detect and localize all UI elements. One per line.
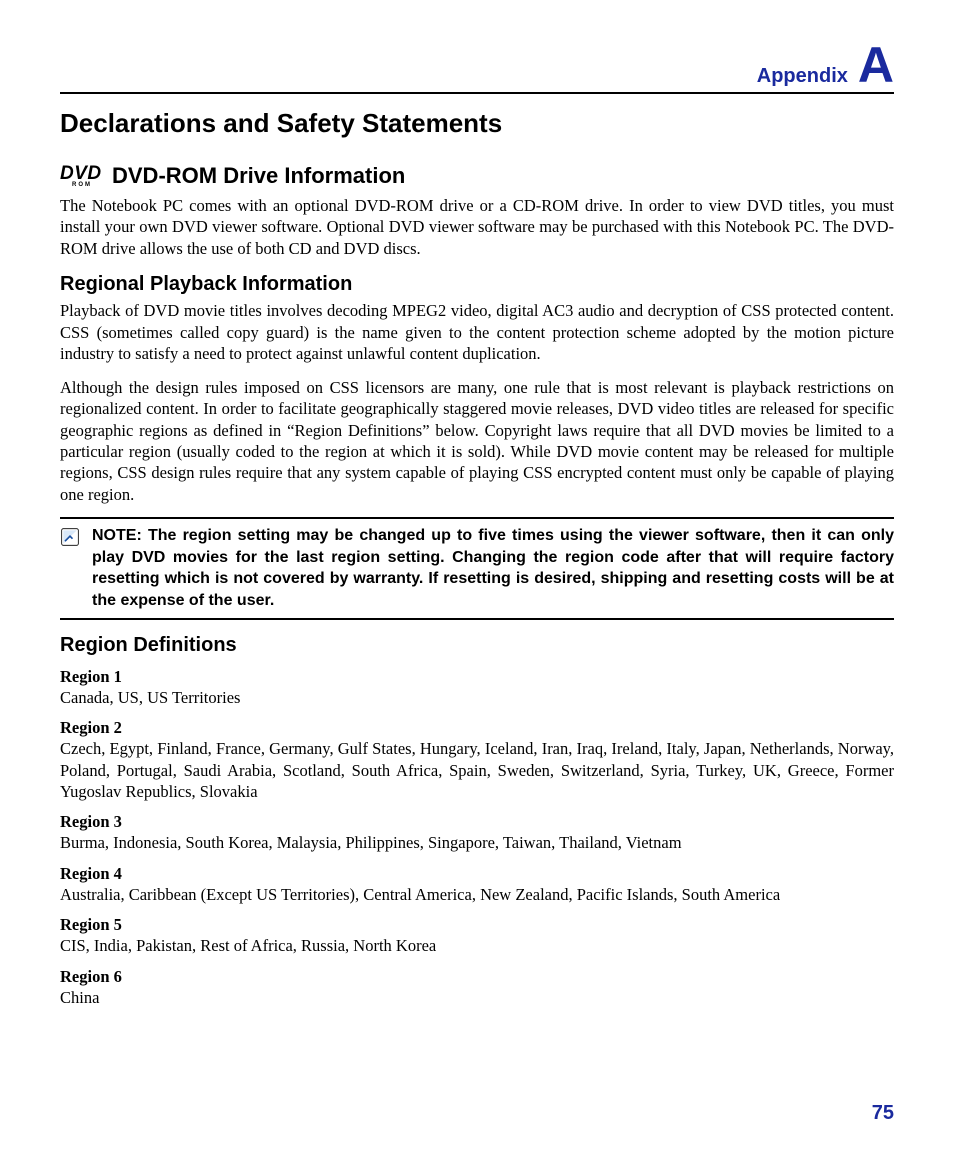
dvd-rom-section: DVD ROM DVD-ROM Drive Information The No… bbox=[60, 163, 894, 259]
region-body: Australia, Caribbean (Except US Territor… bbox=[60, 884, 894, 905]
document-page: Appendix A Declarations and Safety State… bbox=[0, 0, 954, 1155]
paragraph: Playback of DVD movie titles involves de… bbox=[60, 300, 894, 364]
subsection-heading: Regional Playback Information bbox=[60, 273, 894, 296]
region-body: CIS, India, Pakistan, Rest of Africa, Ru… bbox=[60, 935, 894, 956]
region-body: Burma, Indonesia, South Korea, Malaysia,… bbox=[60, 832, 894, 853]
section-heading: DVD-ROM Drive Information bbox=[112, 163, 405, 189]
region-label: Region 1 bbox=[60, 667, 894, 687]
section-body: The Notebook PC comes with an optional D… bbox=[60, 195, 894, 259]
region-label: Region 3 bbox=[60, 812, 894, 832]
regional-playback-section: Regional Playback Information Playback o… bbox=[60, 273, 894, 505]
subsection-heading: Region Definitions bbox=[60, 634, 894, 657]
region-label: Region 6 bbox=[60, 967, 894, 987]
page-title: Declarations and Safety Statements bbox=[60, 108, 894, 139]
page-number: 75 bbox=[872, 1102, 894, 1125]
appendix-label: Appendix bbox=[757, 65, 848, 88]
region-label: Region 2 bbox=[60, 718, 894, 738]
region-body: Canada, US, US Territories bbox=[60, 687, 894, 708]
note-icon bbox=[60, 527, 82, 552]
appendix-letter: A bbox=[858, 40, 894, 90]
region-body: Czech, Egypt, Finland, France, Germany, … bbox=[60, 738, 894, 802]
region-body: China bbox=[60, 987, 894, 1008]
region-label: Region 4 bbox=[60, 864, 894, 884]
region-label: Region 5 bbox=[60, 915, 894, 935]
dvd-icon-main: DVD bbox=[60, 163, 102, 184]
paragraph: Although the design rules imposed on CSS… bbox=[60, 377, 894, 506]
note-block: NOTE: The region setting may be changed … bbox=[60, 517, 894, 619]
page-header: Appendix A bbox=[60, 40, 894, 94]
note-text: NOTE: The region setting may be changed … bbox=[92, 525, 894, 611]
dvd-rom-icon: DVD ROM bbox=[60, 164, 104, 188]
region-definitions-section: Region Definitions Region 1 Canada, US, … bbox=[60, 634, 894, 1009]
section-heading-row: DVD ROM DVD-ROM Drive Information bbox=[60, 163, 894, 189]
